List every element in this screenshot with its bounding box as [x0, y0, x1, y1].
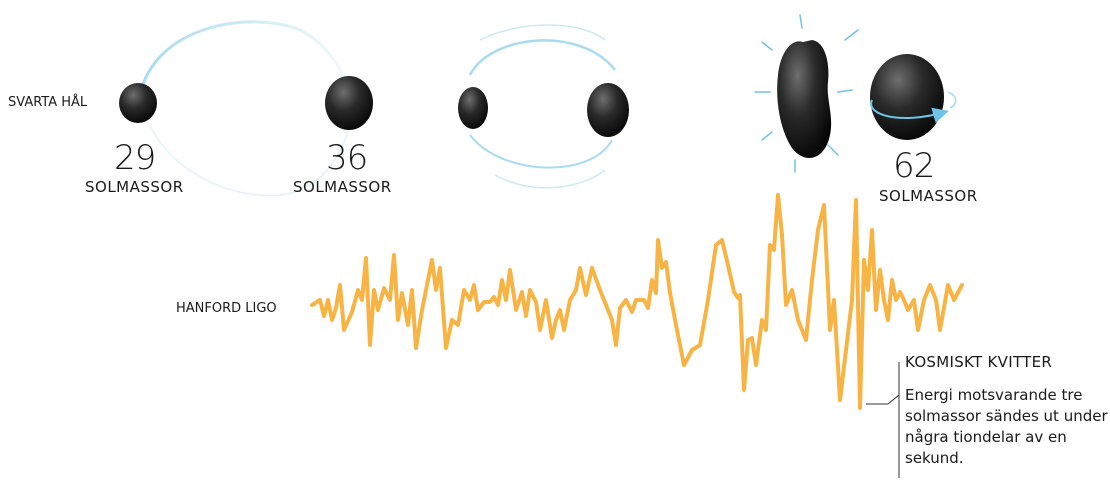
black-hole-29: [119, 83, 157, 123]
burst-rays: [754, 14, 859, 173]
mass-unit-merged: SOLMASSOR: [879, 187, 978, 205]
orbit-wave-upper: [479, 24, 606, 41]
orbit-ring-upper: [468, 39, 616, 76]
black-holes-label: SVARTA HÅL: [8, 95, 88, 110]
detector-label: HANFORD LIGO: [176, 301, 277, 316]
mass-unit-left: SOLMASSOR: [85, 178, 184, 196]
orbit-ring-lower: [469, 134, 613, 169]
merger-stage: [754, 14, 957, 173]
spin-arrow: [870, 99, 949, 124]
black-hole-36: [325, 76, 373, 130]
orbit-arc-lower: [149, 124, 351, 197]
callout-title: KOSMISKT KVITTER: [905, 353, 1053, 371]
merging-black-hole: [777, 40, 832, 158]
orbit-arc-upper: [138, 20, 352, 97]
signal-waveform: [310, 193, 964, 410]
mass-value-merged: 62: [893, 146, 935, 186]
callout-bracket: [866, 362, 900, 478]
final-black-hole: [870, 54, 944, 140]
callout-body: Energi motsvarande tre solmassor sändes …: [905, 386, 1108, 467]
black-hole-small-inspiral: [458, 87, 488, 129]
orbit-wave-lower: [494, 169, 606, 189]
mass-value-right: 36: [326, 138, 368, 178]
orbit-stage-2: [458, 24, 629, 189]
orbit-stage-1: [119, 20, 373, 197]
mass-value-left: 29: [114, 138, 156, 178]
black-hole-large-inspiral: [587, 83, 629, 137]
spin-arrow-tail: [947, 91, 957, 109]
mass-unit-right: SOLMASSOR: [293, 178, 392, 196]
